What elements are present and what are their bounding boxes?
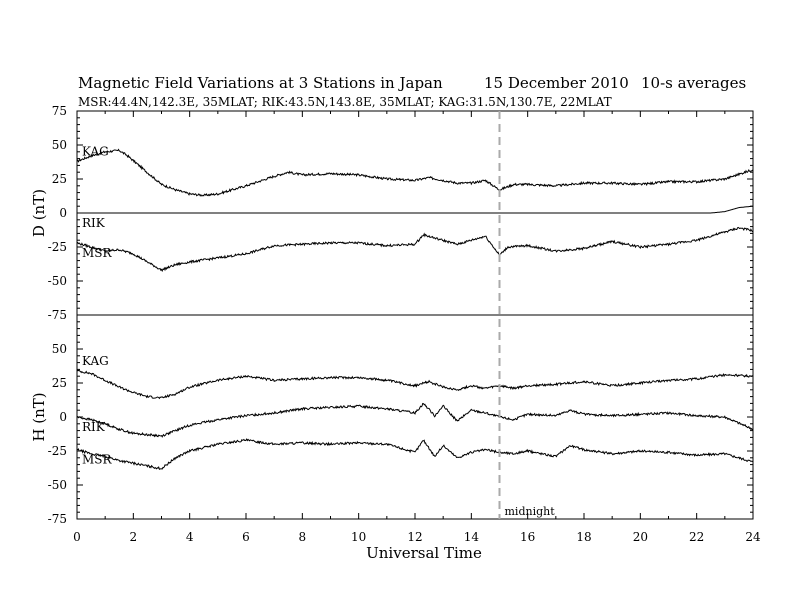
panel-h-frame — [76, 314, 754, 520]
y-tick-label-d: 75 — [52, 104, 67, 118]
y-tick-label-d: -50 — [48, 274, 67, 288]
series-label-msr-h: MSR — [82, 453, 113, 467]
x-tick-label: 2 — [130, 530, 138, 544]
x-tick-label: 10 — [351, 530, 366, 544]
y-tick-label-h: -50 — [48, 478, 67, 492]
y-tick-label-d: -25 — [48, 240, 67, 254]
series-line-rik-h — [76, 402, 754, 438]
x-tick-label: 24 — [745, 530, 761, 544]
series-line-msr-d — [76, 226, 754, 273]
x-tick-label: 4 — [186, 530, 194, 544]
series-line-kag-d — [76, 148, 754, 197]
y-tick-label-h: -75 — [48, 512, 67, 526]
y-axis-label-h: H (nT) — [30, 392, 48, 441]
chart-stations: MSR:44.4N,142.3E, 35MLAT; RIK:43.5N,143.… — [78, 95, 612, 109]
y-tick-label-h: 50 — [52, 342, 67, 356]
chart-averaging: 10-s averages — [641, 74, 746, 92]
x-tick-label: 12 — [407, 530, 422, 544]
y-tick-label-d: 0 — [59, 206, 67, 220]
panels-layer: 75 50 25 0 -25 -50 -75 D (nT) KAG RIK MSR 50 25 0 -25 -… — [30, 104, 761, 544]
series-label-msr-d: MSR — [82, 246, 113, 260]
chart-date: 15 December 2010 — [484, 74, 629, 92]
midnight-marker-label: midnight — [505, 505, 556, 518]
chart-title: Magnetic Field Variations at 3 Stations … — [78, 74, 443, 92]
x-tick-label: 14 — [464, 530, 480, 544]
y-tick-label-h: 0 — [59, 410, 67, 424]
x-tick-label: 22 — [689, 530, 704, 544]
y-tick-label-d: -75 — [48, 308, 67, 322]
x-tick-label: 18 — [576, 530, 591, 544]
x-tick-label: 20 — [633, 530, 648, 544]
y-axis-label-d: D (nT) — [30, 189, 48, 237]
series-line-rik-d — [77, 205, 754, 214]
x-tick-label: 8 — [299, 530, 307, 544]
series-label-kag-d: KAG — [82, 144, 109, 158]
x-tick-label: 0 — [73, 530, 81, 544]
x-tick-label: 16 — [520, 530, 535, 544]
x-tick-label: 6 — [242, 530, 250, 544]
y-tick-label-h: 25 — [52, 376, 67, 390]
series-label-kag-h: KAG — [82, 354, 109, 368]
y-tick-label-d: 50 — [52, 138, 67, 152]
x-axis-label: Universal Time — [366, 544, 482, 562]
series-line-msr-h — [76, 438, 754, 471]
y-tick-label-d: 25 — [52, 172, 67, 186]
series-line-kag-h — [76, 369, 754, 400]
series-label-rik-d: RIK — [82, 216, 106, 230]
y-tick-label-h: -25 — [48, 444, 67, 458]
series-label-rik-h: RIK — [82, 420, 106, 434]
